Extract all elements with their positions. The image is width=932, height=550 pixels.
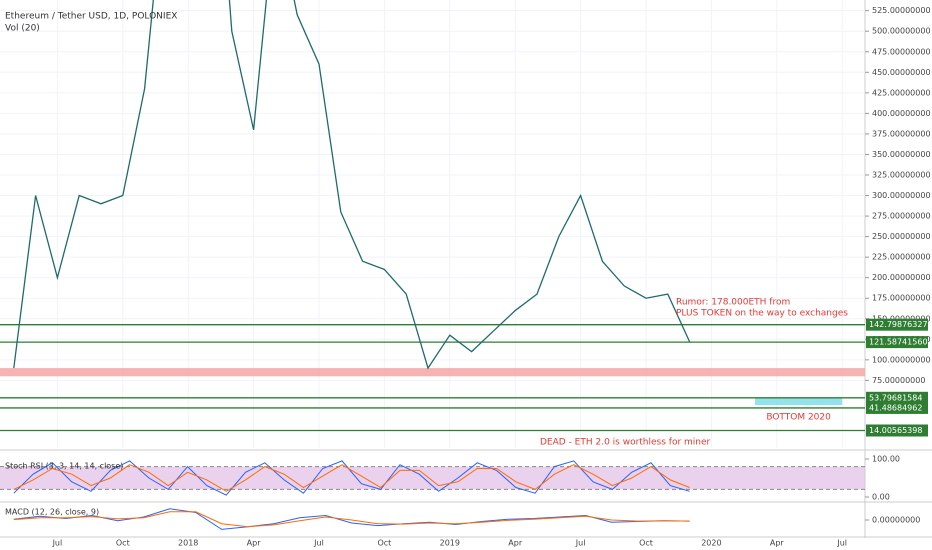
y-tick-label: 325.00000000 <box>872 170 931 179</box>
x-tick-label: Jul <box>836 539 847 548</box>
x-tick-label: Apr <box>247 539 262 548</box>
y-tick-label: 450.00000000 <box>872 68 931 77</box>
y-tick-label: 250.00000000 <box>872 232 931 241</box>
x-tick-label: 2018 <box>178 539 198 548</box>
x-tick-label: 2019 <box>440 539 460 548</box>
level-label: 121.58741560 <box>869 338 928 347</box>
level-label: 14.00565398 <box>869 426 922 435</box>
zone <box>755 397 843 406</box>
y-tick-label: 350.00000000 <box>872 150 931 159</box>
band <box>0 466 865 490</box>
x-tick-label: Jul <box>313 539 324 548</box>
y-tick-label: 500.00000000 <box>872 27 931 36</box>
zone-label: BOTTOM 2020 <box>766 413 831 423</box>
y-tick-label: 400.00000000 <box>872 109 931 118</box>
x-tick-label: Oct <box>116 539 130 548</box>
y-tick-label: 300.00000000 <box>872 191 931 200</box>
zone <box>0 368 865 377</box>
y-tick-label: 0.00000000 <box>872 516 920 525</box>
indicator-line <box>13 508 690 530</box>
y-tick-label: 225.00000000 <box>872 253 931 262</box>
x-tick-label: Apr <box>770 539 785 548</box>
indicator-line <box>13 460 690 496</box>
level-label-box <box>866 391 928 404</box>
price-line <box>13 0 691 370</box>
y-tick-label: 0.00 <box>872 493 890 502</box>
y-tick-label: 175.00000000 <box>872 294 931 303</box>
x-tick-label: 2020 <box>701 539 721 548</box>
level-label-box <box>866 336 928 349</box>
pane-title: MACD (12, 26, close, 9) <box>5 508 99 517</box>
x-tick-label: Oct <box>639 539 653 548</box>
indicator-line <box>13 464 690 492</box>
x-tick-label: Jul <box>575 539 586 548</box>
y-tick-label: 100.00000000 <box>872 355 931 364</box>
y-tick-label: 275.00000000 <box>872 212 931 221</box>
indicator-line <box>13 511 690 528</box>
y-tick-label: 75.00000000 <box>872 376 925 385</box>
pane-title: Stoch RSI (3, 3, 14, 14, close) <box>5 462 123 471</box>
y-tick-label: 525.00000000 <box>872 6 931 15</box>
level-label-box <box>866 318 928 331</box>
y-tick-label: 425.00000000 <box>872 88 931 97</box>
x-tick-label: Jul <box>52 539 63 548</box>
annotation: DEAD - ETH 2.0 is worthless for miner <box>540 438 711 448</box>
y-tick-label: 200.00000000 <box>872 273 931 282</box>
y-tick-label: 100.00 <box>872 455 900 464</box>
volume-label: Vol (20) <box>5 24 40 34</box>
annotation: Rumor: 178.000ETH from <box>676 298 790 308</box>
level-label: 41.48684962 <box>869 403 922 412</box>
x-tick-label: Oct <box>377 539 391 548</box>
chart-title: Ethereum / Tether USD, 1D, POLONIEX <box>5 12 177 22</box>
x-tick-label: Apr <box>508 539 523 548</box>
level-label-box <box>866 401 928 414</box>
y-tick-label: 375.00000000 <box>872 129 931 138</box>
annotation: PLUS TOKEN on the way to exchanges <box>676 309 848 319</box>
level-label: 142.79876327 <box>869 320 928 329</box>
level-label: 53.79681584 <box>869 393 922 402</box>
level-label-box <box>866 424 928 437</box>
y-tick-label: 475.00000000 <box>872 47 931 56</box>
